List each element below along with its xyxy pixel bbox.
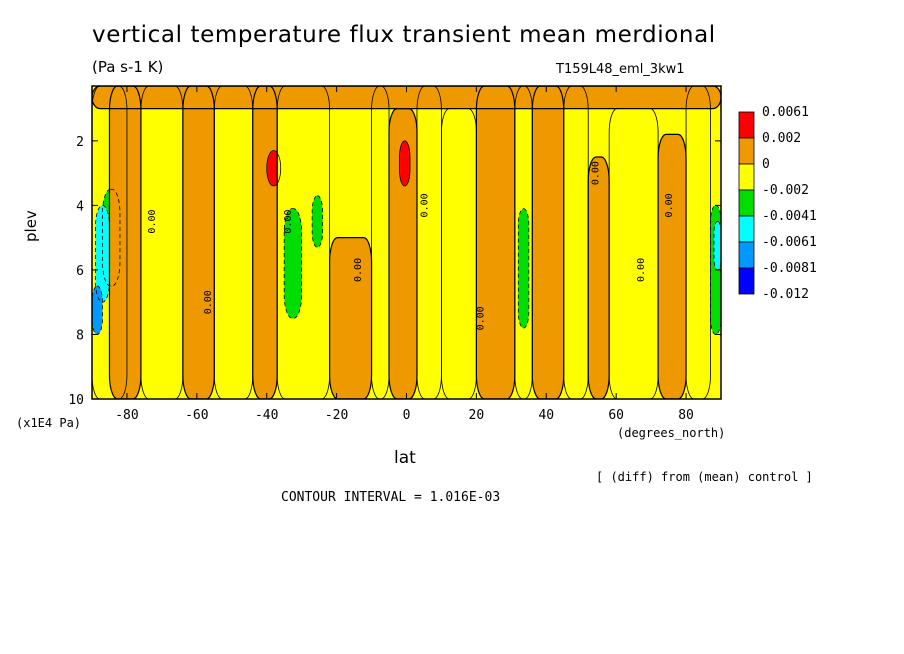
field-region bbox=[277, 86, 330, 399]
contour-label: 0.00 bbox=[475, 306, 486, 330]
field-region bbox=[140, 86, 183, 399]
y-tick-label: 10 bbox=[68, 393, 84, 408]
field-region bbox=[329, 237, 372, 399]
colorbar-swatch bbox=[738, 241, 755, 269]
y-tick-label: 2 bbox=[76, 135, 84, 150]
run-label: T159L48_eml_3kw1 bbox=[556, 62, 685, 77]
contour-line bbox=[102, 188, 121, 287]
field-region bbox=[518, 208, 529, 329]
colorbar-label: -0.0081 bbox=[762, 261, 817, 276]
y-ticks: 2 4 6 8 10 bbox=[68, 135, 721, 408]
colorbar-swatch bbox=[738, 189, 755, 217]
field-region bbox=[609, 108, 659, 399]
contour-label: 0.00 bbox=[419, 193, 430, 217]
contour-line bbox=[399, 140, 411, 187]
colorbar-swatch bbox=[738, 163, 755, 191]
field-region bbox=[214, 86, 253, 399]
colorbar-label: 0.0061 bbox=[762, 105, 809, 120]
field-region bbox=[389, 108, 417, 399]
x-tick-label: -80 bbox=[115, 408, 138, 423]
colorbar-label: 0 bbox=[762, 157, 770, 172]
colorbar-label: 0.002 bbox=[762, 131, 801, 146]
x-axis-label: lat bbox=[394, 448, 416, 468]
x-tick-label: -20 bbox=[325, 408, 348, 423]
contour-line bbox=[311, 195, 324, 248]
chart-title: vertical temperature flux transient mean… bbox=[92, 22, 716, 48]
field-region bbox=[532, 86, 564, 399]
chart-units: (Pa s-1 K) bbox=[92, 58, 164, 76]
x-tick-label: 60 bbox=[608, 408, 624, 423]
contour-label: 0.00 bbox=[203, 290, 214, 314]
x-tick-label: 20 bbox=[469, 408, 485, 423]
field-region bbox=[312, 195, 323, 248]
colorbar-label: -0.0061 bbox=[762, 235, 817, 250]
x-tick-label: -40 bbox=[255, 408, 278, 423]
field-region bbox=[441, 108, 477, 399]
field-region bbox=[252, 86, 278, 399]
contour-line bbox=[276, 86, 331, 399]
plot-fill bbox=[92, 86, 721, 399]
contour-line bbox=[517, 208, 530, 329]
field-region bbox=[92, 286, 103, 335]
contour-line bbox=[266, 150, 282, 187]
x-tick-label: -60 bbox=[185, 408, 208, 423]
y-axis-unit: (x1E4 Pa) bbox=[16, 416, 82, 430]
field-region bbox=[399, 140, 410, 187]
y-tick-label: 8 bbox=[76, 328, 84, 343]
x-axis-unit: (degrees_north) bbox=[617, 426, 726, 440]
field-region bbox=[416, 86, 442, 399]
x-tick-label: 80 bbox=[678, 408, 694, 423]
colorbar-swatch bbox=[738, 215, 755, 243]
diff-note: [ (diff) from (mean) control ] bbox=[596, 470, 813, 484]
contour-line bbox=[92, 86, 721, 110]
colorbar-swatch bbox=[738, 111, 755, 139]
contour-label: 0.00 bbox=[664, 193, 675, 217]
field-region bbox=[563, 86, 589, 399]
colorbar-swatch bbox=[738, 267, 755, 295]
colorbar-label: -0.012 bbox=[762, 287, 809, 302]
y-tick-label: 4 bbox=[76, 199, 84, 214]
contour-line bbox=[92, 86, 128, 399]
colorbar: 0.0061 0.002 0 -0.002 -0.0041 -0.0061 -0.0081 -… bbox=[738, 105, 817, 302]
field-region bbox=[182, 86, 215, 399]
field-region bbox=[658, 134, 687, 399]
contour-label: 0.00 bbox=[353, 258, 364, 282]
field-region bbox=[714, 221, 721, 270]
x-ticks: -80 -60 -40 -20 0 20 40 60 80 bbox=[115, 86, 694, 423]
field-region bbox=[109, 86, 141, 399]
field-region bbox=[95, 205, 110, 303]
contour-label: 0.00 bbox=[147, 209, 158, 233]
colorbar-label: -0.002 bbox=[762, 183, 809, 198]
field-region bbox=[476, 86, 515, 399]
contour-label: 0.00 bbox=[283, 209, 294, 233]
colorbar-swatch bbox=[738, 137, 755, 165]
contour-lines: 0.00 0.00 0.00 0.00 0.00 0.00 0.00 0.00 0.00 bbox=[92, 86, 721, 399]
field-region bbox=[588, 156, 610, 399]
contour-label: 0.00 bbox=[636, 258, 647, 282]
x-tick-label: 0 bbox=[403, 408, 411, 423]
contour-interval: CONTOUR INTERVAL = 1.016E-03 bbox=[281, 490, 501, 505]
field-region bbox=[371, 86, 390, 399]
field-region bbox=[686, 86, 711, 399]
colorbar-label: -0.0041 bbox=[762, 209, 817, 224]
x-tick-label: 40 bbox=[538, 408, 554, 423]
y-tick-label: 6 bbox=[76, 264, 84, 279]
contour-label: 0.00 bbox=[591, 161, 602, 185]
field-region bbox=[284, 208, 302, 319]
contour-line bbox=[283, 208, 303, 319]
